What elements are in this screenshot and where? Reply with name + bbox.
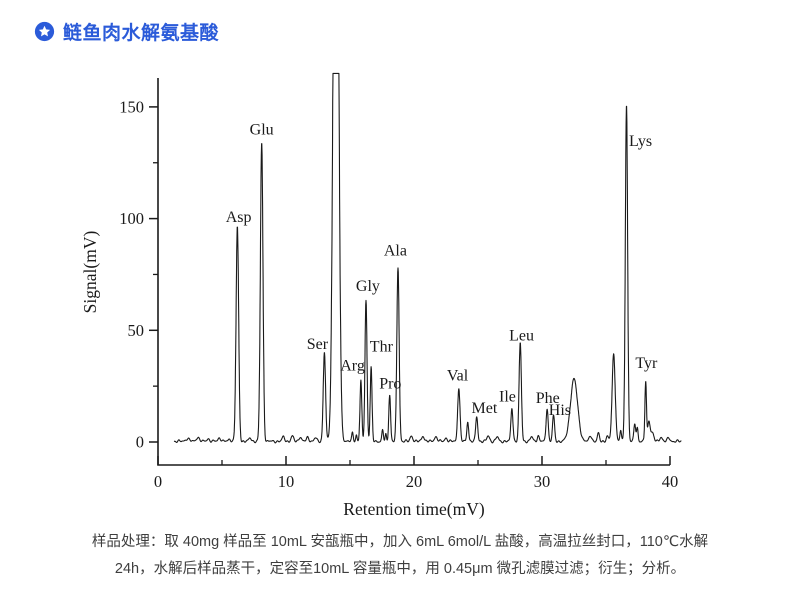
chromatogram-trace xyxy=(173,72,682,444)
peak-label-Arg: Arg xyxy=(340,357,365,374)
axes xyxy=(157,78,670,466)
peak-label-Asp: Asp xyxy=(226,209,252,226)
header: 鲢鱼肉水解氨基酸 xyxy=(34,18,219,45)
y-tick-label: 100 xyxy=(119,209,144,228)
peak-label-His: His xyxy=(549,402,571,419)
peak-label-Met: Met xyxy=(472,400,498,417)
x-tick-label: 0 xyxy=(154,472,162,491)
x-tick-label: 40 xyxy=(662,472,679,491)
peak-label-Gly: Gly xyxy=(356,278,380,295)
peak-label-Lys: Lys xyxy=(629,133,652,150)
peak-label-Phe: Phe xyxy=(536,390,560,407)
star-badge-icon xyxy=(34,21,55,42)
peak-label-Pro: Pro xyxy=(379,375,401,392)
page-title: 鲢鱼肉水解氨基酸 xyxy=(63,23,220,44)
peak-label-Glu: Glu xyxy=(250,122,274,139)
x-tick-label: 20 xyxy=(406,472,423,491)
caption-line-1: 样品处理：取 40mg 样品至 10mL 安瓿瓶中，加入 6mL 6mol/L … xyxy=(91,534,709,550)
y-tick-label: 50 xyxy=(128,321,145,340)
peak-label-Tyr: Tyr xyxy=(635,355,658,372)
y-axis-title: Signal(mV) xyxy=(80,231,100,314)
peak-label-Ala: Ala xyxy=(384,242,407,259)
peak-label-Ile: Ile xyxy=(499,389,516,406)
peak-label-Val: Val xyxy=(447,367,469,384)
peak-label-Leu: Leu xyxy=(509,327,534,344)
caption-line-2: 24h，水解后样品蒸干，定容至10mL 容量瓶中，用 0.45μm 微孔滤膜过滤… xyxy=(114,561,686,577)
sample-prep-caption: 样品处理：取 40mg 样品至 10mL 安瓿瓶中，加入 6mL 6mol/L … xyxy=(0,529,800,583)
y-tick-label: 150 xyxy=(119,97,144,116)
peak-label-Ser: Ser xyxy=(307,336,329,353)
x-tick-label: 10 xyxy=(278,472,295,491)
x-tick-label: 30 xyxy=(534,472,551,491)
peak-label-Thr: Thr xyxy=(370,338,394,355)
chromatogram-chart: 0 10 20 30 40 0 50 100 150 Retention time(mV) Sign… xyxy=(80,72,682,519)
y-tick-label: 0 xyxy=(136,433,144,452)
x-axis-title: Retention time(mV) xyxy=(343,499,485,519)
